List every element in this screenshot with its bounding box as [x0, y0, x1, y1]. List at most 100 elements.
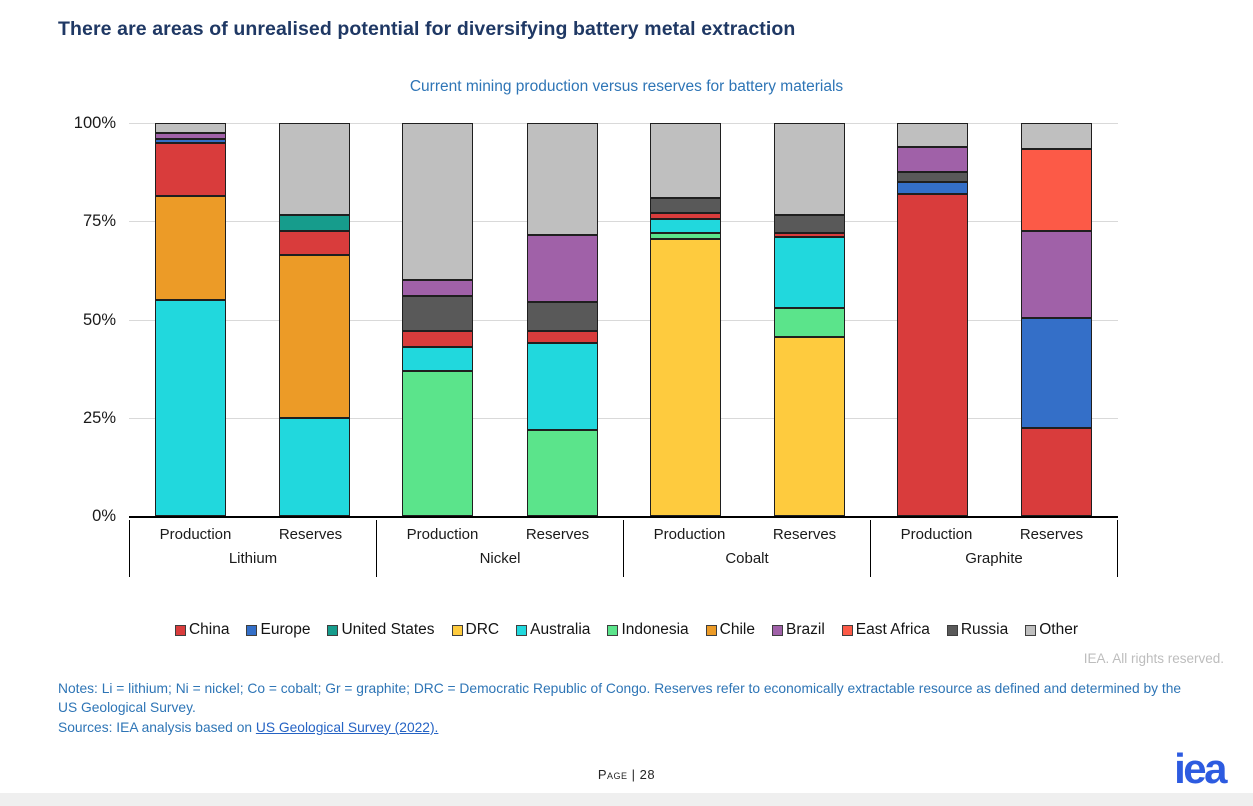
legend-label-australia: Australia: [530, 621, 591, 638]
group-lithium: [129, 123, 376, 516]
y-tick-label-50: 50%: [82, 310, 116, 329]
segment-brazil: [155, 132, 226, 139]
segment-other: [526, 123, 598, 236]
segment-brazil: [526, 235, 598, 302]
legend-label-brazil: Brazil: [786, 621, 825, 638]
y-tick-label-0: 0%: [92, 507, 116, 525]
segment-indonesia: [402, 370, 474, 516]
segment-china: [402, 331, 474, 348]
bar-nickel-production: [402, 123, 474, 516]
axis-group-graphite: Production Reserves Graphite: [870, 520, 1118, 577]
legend-item-australia: Australia: [516, 621, 590, 639]
source-link[interactable]: US Geological Survey (2022).: [255, 719, 439, 735]
legend-item-other: Other: [1025, 621, 1078, 639]
legend-item-drc: DRC: [451, 621, 500, 639]
chart-title: Current mining production versus reserve…: [409, 78, 844, 95]
segment-china: [773, 233, 845, 237]
segment-drc: [773, 337, 845, 516]
axis-label-metal-lithium: Lithium: [228, 550, 278, 567]
axis-label-metal-graphite: Graphite: [965, 550, 1023, 567]
segment-russia: [773, 215, 845, 234]
legend-label-europe: Europe: [260, 621, 311, 638]
segment-indonesia: [649, 233, 721, 239]
legend-swatch-brazil: [772, 624, 783, 636]
y-tick-label-25: 25%: [82, 408, 116, 427]
segment-other: [155, 123, 226, 133]
segment-australia: [279, 417, 351, 516]
bar-graphite-production: [896, 123, 968, 516]
legend-label-drc: DRC: [465, 621, 500, 638]
y-tick-label-100: 100%: [73, 114, 116, 132]
segment-drc: [649, 238, 721, 516]
axis-label-lithium-production: Production: [159, 526, 232, 543]
segment-brazil: [1021, 231, 1092, 318]
legend-swatch-europe: [246, 624, 258, 636]
bar-lithium-production: [155, 123, 226, 516]
legend-swatch-drc: [451, 624, 463, 636]
rights-notice: IEA. All rights reserved.: [1083, 651, 1224, 666]
segment-china: [279, 231, 351, 255]
axis-label-cobalt-reserves: Reserves: [772, 526, 837, 543]
axis-label-graphite-reserves: Reserves: [1019, 526, 1084, 543]
page-title: There are areas of unrealised potential …: [58, 18, 796, 40]
sources-prefix: Sources: IEA analysis based on: [58, 719, 256, 735]
segment-china: [1021, 427, 1092, 516]
segment-australia: [649, 219, 721, 234]
segment-other: [649, 123, 721, 198]
segment-australia: [155, 299, 226, 516]
sources-text: Sources: IEA analysis based on US Geolog…: [58, 718, 1200, 737]
legend-swatch-russia: [946, 624, 958, 636]
segment-other: [896, 123, 968, 147]
notes-text: Notes: Li = lithium; Ni = nickel; Co = c…: [58, 681, 1182, 716]
legend-swatch-other: [1025, 624, 1037, 636]
notes-block: Notes: Li = lithium; Ni = nickel; Co = c…: [58, 679, 1200, 737]
segment-russia: [402, 295, 474, 332]
axis-group-lithium: Production Reserves Lithium: [129, 520, 376, 577]
legend-swatch-united-states: [327, 624, 339, 636]
segment-russia: [649, 197, 721, 214]
segment-europe: [1021, 317, 1092, 428]
segment-brazil: [402, 280, 474, 296]
segment-china: [896, 193, 968, 516]
legend-item-united-states: United States: [327, 621, 435, 639]
legend-swatch-australia: [516, 624, 528, 636]
legend-label-united-states: United States: [341, 621, 435, 638]
legend-item-europe: Europe: [246, 621, 310, 639]
legend-label-other: Other: [1039, 621, 1079, 638]
legend-swatch-east-africa: [841, 624, 853, 636]
bar-graphite-reserves: [1021, 123, 1092, 516]
y-tick-label-75: 75%: [82, 212, 116, 231]
axis-label-nickel-reserves: Reserves: [525, 526, 590, 543]
category-axis: Production Reserves Lithium Production Reser…: [129, 520, 1118, 577]
segment-indonesia: [526, 429, 598, 516]
bar-cobalt-production: [649, 123, 721, 516]
legend-swatch-china: [174, 624, 186, 636]
segment-chile: [155, 195, 226, 300]
segment-china: [155, 142, 226, 196]
segment-europe: [155, 138, 226, 143]
legend-label-china: China: [188, 621, 230, 638]
legend-item-chile: Chile: [705, 621, 755, 639]
segment-other: [773, 123, 845, 216]
page-number: Page | 28: [597, 767, 656, 782]
segment-china: [649, 213, 721, 220]
axis-label-lithium-reserves: Reserves: [278, 526, 343, 543]
segment-other: [402, 123, 474, 281]
group-nickel: [376, 123, 623, 516]
legend-label-russia: Russia: [960, 621, 1009, 638]
segment-indonesia: [773, 307, 845, 338]
segment-australia: [402, 347, 474, 371]
stacked-bar-chart: 0% 25% 50% 75% 100%: [74, 114, 1118, 525]
axis-label-cobalt-production: Production: [653, 526, 726, 543]
segment-brazil: [896, 146, 968, 173]
gridline-50: [129, 319, 1118, 321]
segment-east-africa: [1021, 148, 1092, 232]
legend-item-russia: Russia: [946, 621, 1009, 639]
bar-cobalt-reserves: [773, 123, 845, 516]
chart-legend: China Europe United States DRC Australia Indo…: [0, 621, 1253, 639]
axis-label-metal-cobalt: Cobalt: [725, 550, 769, 567]
axis-group-cobalt: Production Reserves Cobalt: [623, 520, 870, 577]
segment-europe: [896, 181, 968, 194]
bar-groups: [129, 123, 1118, 516]
